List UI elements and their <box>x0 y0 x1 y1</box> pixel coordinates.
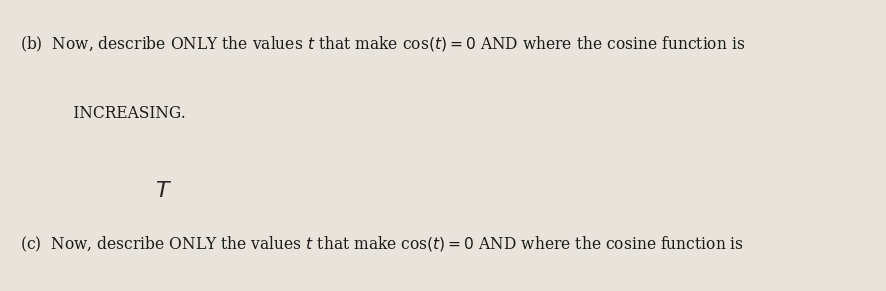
Text: (b)  Now, describe ONLY the values $t$ that make $\mathregular{cos}(t) = 0$ AND : (b) Now, describe ONLY the values $t$ th… <box>19 35 744 54</box>
Text: $\mathit{T}$: $\mathit{T}$ <box>155 180 172 203</box>
Text: INCREASING.: INCREASING. <box>49 105 185 122</box>
Text: (c)  Now, describe ONLY the values $t$ that make $\mathregular{cos}(t) = 0$ AND : (c) Now, describe ONLY the values $t$ th… <box>19 234 742 253</box>
